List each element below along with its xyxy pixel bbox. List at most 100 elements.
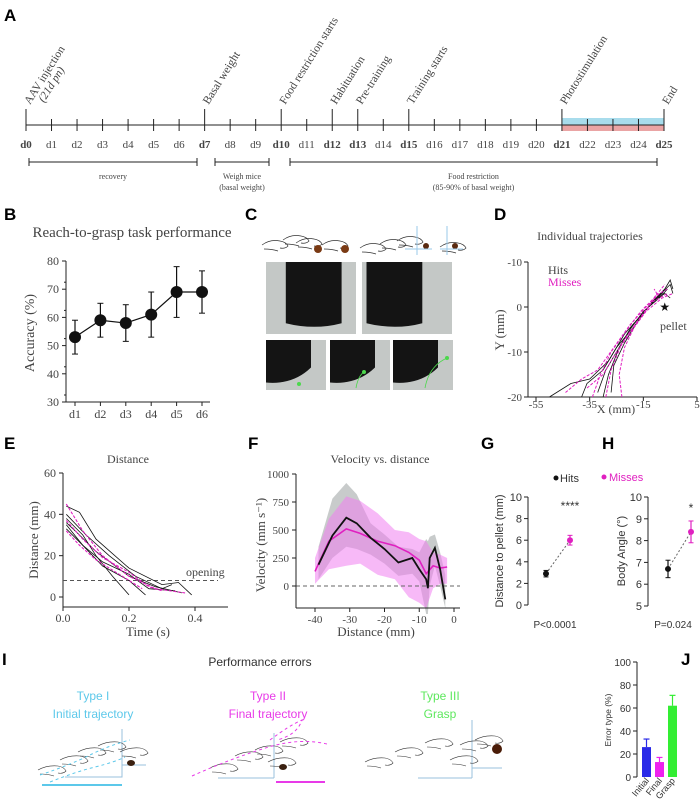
day-label: d24: [630, 139, 647, 151]
y-tick-label: 20: [620, 750, 632, 761]
type2-subtitle: Final trajectory: [229, 707, 308, 721]
body-angle-chart: Body Angle (°) * P=0.024 5 6 7 8 9 10: [616, 492, 694, 631]
pellet-star-icon: ★: [659, 300, 670, 314]
day-label: d18: [477, 139, 494, 151]
paw-sketch: [261, 240, 289, 252]
distance-chart: Distance Distance (mm) Time (s) opening …: [26, 452, 228, 639]
trajectory-dashes: [191, 719, 328, 777]
y-tick-label: 100: [614, 658, 631, 669]
x-tick-label: -10: [412, 614, 427, 626]
event-label: Photostimulation: [558, 33, 610, 106]
paw-sketch: [449, 755, 479, 767]
hit-distance-trace: [66, 514, 173, 590]
connector-line: [545, 539, 571, 574]
day-label: d23: [605, 139, 622, 151]
hits-mean-point: [543, 570, 549, 577]
y-tick-label: 500: [273, 525, 290, 537]
y-tick-label: 30: [47, 395, 59, 409]
y-axis-label: Velocity (mm s⁻¹): [253, 498, 268, 593]
day-label: d20: [528, 139, 545, 151]
mouse-silhouette: [266, 340, 311, 383]
y-axis-label: Distance (mm): [26, 501, 41, 579]
day-label: d9: [250, 139, 262, 151]
panel-label-h: H: [602, 434, 614, 453]
x-tick-label: 0: [451, 614, 457, 626]
y-tick-label: 40: [620, 727, 632, 738]
velocity-chart: Velocity vs. distance Velocity (mm s⁻¹) …: [253, 452, 460, 639]
miss-trajectory: [586, 293, 674, 389]
chart-title: Distance: [107, 452, 149, 466]
x-tick-label: 0.2: [122, 611, 137, 625]
bar-final: [655, 762, 664, 777]
y-tick-label: 0: [516, 600, 522, 612]
x-tick-label: d4: [145, 407, 157, 421]
paw-sketch: [234, 751, 264, 763]
y-tick-label: -10: [507, 347, 522, 359]
trajectory-dashes: [39, 739, 131, 783]
y-tick-label: 7: [636, 557, 642, 569]
paw-sketch: [394, 747, 424, 759]
x-tick-label: -40: [308, 614, 323, 626]
y-tick-label: -10: [507, 257, 522, 269]
hit-distance-trace: [66, 518, 130, 596]
data-point: [69, 331, 81, 344]
y-tick-label: 6: [636, 579, 642, 591]
day-label: d4: [123, 139, 135, 151]
x-tick-label: 0.4: [188, 611, 203, 625]
day-label: d21: [553, 139, 570, 151]
error-type-chart: Error type (%) 020406080100InitialFinalG…: [603, 658, 677, 801]
x-axis-label: Time (s): [126, 624, 170, 639]
day-label: d12: [324, 139, 342, 151]
paw-sketch: [119, 747, 149, 759]
chart-title: Individual trajectories: [537, 229, 643, 243]
y-tick-label: 0: [625, 773, 631, 784]
period-label-line2: (basal weight): [219, 183, 265, 192]
pellet-icon: [492, 744, 502, 754]
event-label: Food restriction starts: [278, 15, 342, 107]
hit-trajectory: [602, 279, 674, 398]
y-tick-label: 5: [636, 601, 642, 613]
panel-label-f: F: [248, 434, 258, 453]
paw-marker: [362, 370, 366, 374]
panel-title: Performance errors: [208, 655, 311, 669]
distance-to-pellet-chart: Distance to pellet (mm) **** P<0.0001 Hi…: [494, 472, 644, 631]
panel-label-e: E: [4, 434, 15, 453]
x-tick-label: -20: [377, 614, 392, 626]
paw-sketch: [364, 757, 394, 769]
x-axis-label: Distance (mm): [337, 624, 415, 639]
y-tick-label: 250: [273, 553, 290, 565]
y-tick-label: 40: [44, 507, 56, 521]
y-tick-label: 60: [44, 466, 56, 480]
day-label: d15: [400, 139, 418, 151]
type1-subtitle: Initial trajectory: [53, 707, 134, 721]
pellet-annotation: pellet: [660, 319, 687, 333]
period-label: Weigh mice: [223, 172, 262, 181]
legend-hits-marker: [553, 475, 559, 481]
y-tick-label: 10: [630, 492, 642, 504]
paw-sketch: [439, 242, 467, 254]
type3-title: Type III: [420, 689, 459, 703]
day-label: d17: [452, 139, 469, 151]
legend-misses: Misses: [609, 472, 644, 484]
y-axis-label: Y (mm): [492, 309, 507, 350]
data-point: [119, 317, 132, 330]
paw-sketch: [209, 763, 239, 775]
mouse-silhouette: [393, 340, 438, 383]
y-tick-label: 10: [510, 492, 522, 504]
day-label: d25: [655, 139, 673, 151]
significance-stars: ****: [561, 499, 580, 513]
y-tick-label: 60: [620, 704, 632, 715]
accuracy-line: [74, 291, 202, 338]
day-label: d13: [349, 139, 367, 151]
paw-sketch: [282, 235, 310, 247]
panel-label-d: D: [494, 205, 506, 224]
p-value: P<0.0001: [533, 620, 577, 631]
performance-errors-panel: Performance errors Type I Initial trajec…: [37, 655, 504, 786]
y-tick-label: 8: [636, 536, 642, 548]
y-tick-label: 0: [50, 590, 56, 604]
legend-misses: Misses: [548, 275, 582, 289]
miss-trajectory: [605, 293, 668, 398]
day-label: d16: [426, 139, 443, 151]
x-axis-label: X (mm): [597, 402, 635, 416]
